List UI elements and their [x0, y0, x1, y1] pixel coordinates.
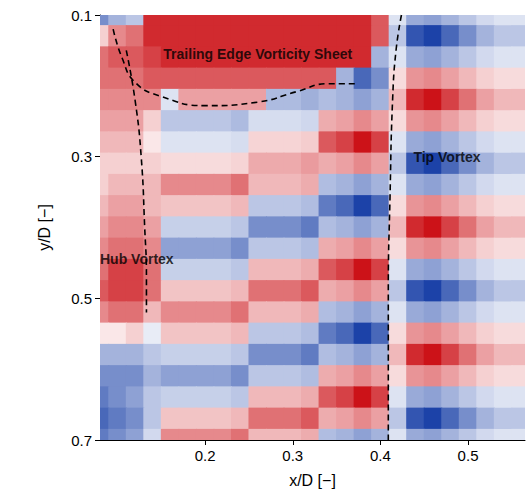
svg-text:0.7: 0.7 — [71, 432, 92, 449]
svg-text:0.3: 0.3 — [71, 148, 92, 165]
svg-text:y/D [−]: y/D [−] — [36, 204, 53, 251]
svg-text:0.1: 0.1 — [71, 7, 92, 24]
svg-text:0.2: 0.2 — [195, 447, 216, 464]
svg-text:0.5: 0.5 — [458, 447, 479, 464]
svg-text:Trailing Edge Vorticity Sheet: Trailing Edge Vorticity Sheet — [163, 46, 352, 62]
svg-text:0.3: 0.3 — [282, 447, 303, 464]
svg-text:x/D [−]: x/D [−] — [289, 472, 336, 489]
svg-text:0.4: 0.4 — [370, 447, 391, 464]
svg-text:0.5: 0.5 — [71, 290, 92, 307]
svg-text:Hub Vortex: Hub Vortex — [100, 251, 174, 267]
svg-text:Tip Vortex: Tip Vortex — [413, 149, 480, 165]
